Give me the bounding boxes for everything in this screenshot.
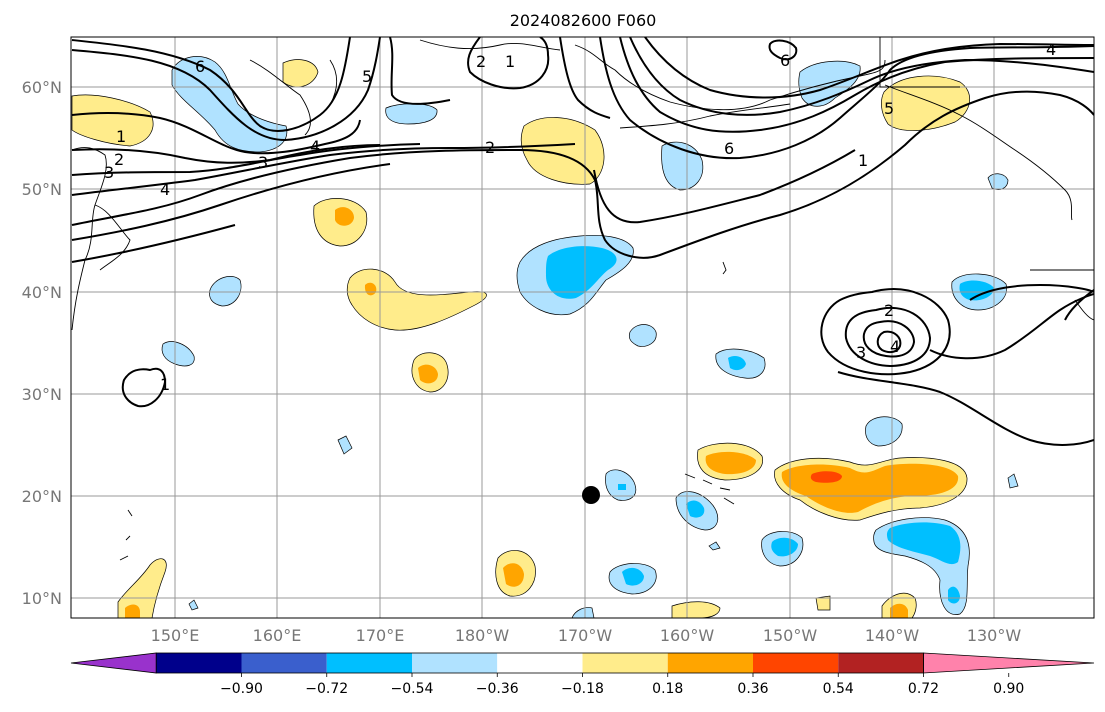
contour-label: 4	[890, 337, 900, 356]
colorbar-label: −0.36	[476, 681, 519, 697]
lon-label: 160°E	[253, 626, 302, 645]
positive-anomaly-peak	[810, 471, 842, 483]
lon-label: 150°W	[763, 626, 818, 645]
lat-label: 60°N	[22, 78, 62, 97]
contour-label: 3	[258, 153, 268, 172]
lat-label: 30°N	[22, 385, 62, 404]
contour-label: 3	[104, 163, 114, 182]
contour-label: 1	[160, 375, 170, 394]
map-panel: 6 2 1 5 6 4 1 2 3 4 3 2 6 1 5 4 2 3 4 1	[71, 37, 1094, 618]
colorbar-bin	[412, 653, 498, 673]
contour-label: 2	[114, 150, 124, 169]
colorbar-label: −0.72	[305, 681, 348, 697]
lon-label: 140°W	[865, 626, 920, 645]
contour-label: 5	[884, 99, 894, 118]
contour-label: 6	[195, 57, 205, 76]
colorbar-bin	[241, 653, 327, 673]
colorbar-label: 0.72	[908, 681, 939, 697]
colorbar-bin	[156, 653, 242, 673]
colorbar-label: −0.90	[220, 681, 263, 697]
lat-label: 50°N	[22, 180, 62, 199]
lat-label: 40°N	[22, 283, 62, 302]
colorbar-label: −0.54	[391, 681, 434, 697]
shading-layer	[71, 56, 1019, 618]
lon-label: 170°W	[558, 626, 613, 645]
colorbar-extend-low	[70, 652, 157, 674]
colorbar-bin	[497, 653, 583, 673]
negative-anomaly-strong	[546, 246, 994, 604]
contour-labels: 6 2 1 5 6 4 1 2 3 4 3 2 6 1 5 4 2 3 4 1	[104, 40, 1056, 394]
location-marker	[582, 486, 600, 504]
contour-label: 2	[884, 301, 894, 320]
colorbar-bin	[838, 653, 924, 673]
lon-label: 130°W	[967, 626, 1022, 645]
lon-label: 170°E	[356, 626, 405, 645]
contour-label: 2	[476, 52, 486, 71]
contour-label: 4	[1046, 40, 1056, 59]
lat-label: 10°N	[22, 589, 62, 608]
height-contours	[71, 37, 1094, 446]
colorbar-label: −0.18	[561, 681, 604, 697]
figure-title: 2024082600 F060	[510, 11, 657, 30]
map-frame	[70, 36, 1095, 619]
contour-label: 1	[858, 151, 868, 170]
longitude-labels: 150°E 160°E 170°E 180°W 170°W 160°W 150°…	[151, 626, 1022, 645]
lon-label: 160°W	[660, 626, 715, 645]
lon-label: 180°W	[455, 626, 510, 645]
lon-label: 150°E	[151, 626, 200, 645]
latitude-labels: 60°N 50°N 40°N 30°N 20°N 10°N	[22, 78, 62, 608]
contour-label: 3	[856, 343, 866, 362]
colorbar-bin	[326, 653, 412, 673]
colorbar-bin	[582, 653, 668, 673]
contour-label: 4	[310, 137, 320, 156]
colorbar-extend-high	[923, 652, 1095, 674]
colorbar-outline	[155, 652, 924, 674]
contour-label: 5	[362, 67, 372, 86]
colorbar-label: 0.90	[993, 681, 1024, 697]
colorbar-bin	[753, 653, 839, 673]
colorbar-label: 0.36	[737, 681, 768, 697]
graticule	[71, 37, 1094, 618]
colorbar-bin	[667, 653, 753, 673]
contour-label: 6	[780, 51, 790, 70]
colorbar: −0.90 −0.72 −0.54 −0.36 −0.18 0.18 0.36 0.54 0.7…	[70, 652, 1095, 697]
contour-label: 2	[485, 138, 495, 157]
colorbar-label: 0.54	[823, 681, 854, 697]
contour-label: 4	[160, 180, 170, 199]
colorbar-label: 0.18	[652, 681, 683, 697]
contour-label: 1	[505, 52, 515, 71]
contour-label: 6	[724, 139, 734, 158]
contour-label: 1	[116, 127, 126, 146]
lat-label: 20°N	[22, 487, 62, 506]
